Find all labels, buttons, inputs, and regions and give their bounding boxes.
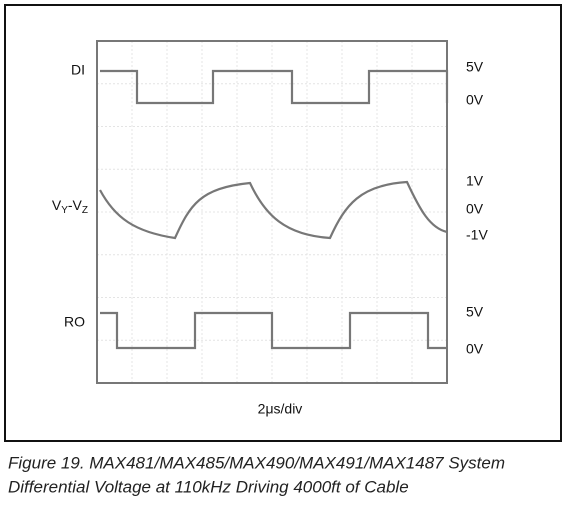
level-label: 0V xyxy=(466,201,484,217)
frame xyxy=(4,4,562,442)
caption-line: Figure 19. MAX481/MAX485/MAX490/MAX491/M… xyxy=(8,453,505,472)
caption-line: Differential Voltage at 110kHz Driving 4… xyxy=(8,477,409,496)
level-label: 5V xyxy=(466,59,484,75)
label-part: Y xyxy=(61,205,68,216)
differential-waveform xyxy=(99,180,448,240)
ro-waveform xyxy=(100,311,447,350)
time-scale: 2μs/div xyxy=(258,401,303,417)
plot-area xyxy=(96,40,448,384)
level-label: -1V xyxy=(466,227,488,243)
trace-label: VY-VZ xyxy=(52,197,88,216)
level-label: 0V xyxy=(466,92,484,108)
label-part: V xyxy=(52,197,62,213)
level-label: 0V xyxy=(466,341,484,357)
label-part: Z xyxy=(82,205,88,216)
level-label: 5V xyxy=(466,304,484,320)
trace-label: RO xyxy=(64,314,85,330)
level-label: 1V xyxy=(466,173,484,189)
label-part: -V xyxy=(68,197,83,213)
di-waveform xyxy=(100,69,449,105)
trace-label: DI xyxy=(71,62,85,78)
